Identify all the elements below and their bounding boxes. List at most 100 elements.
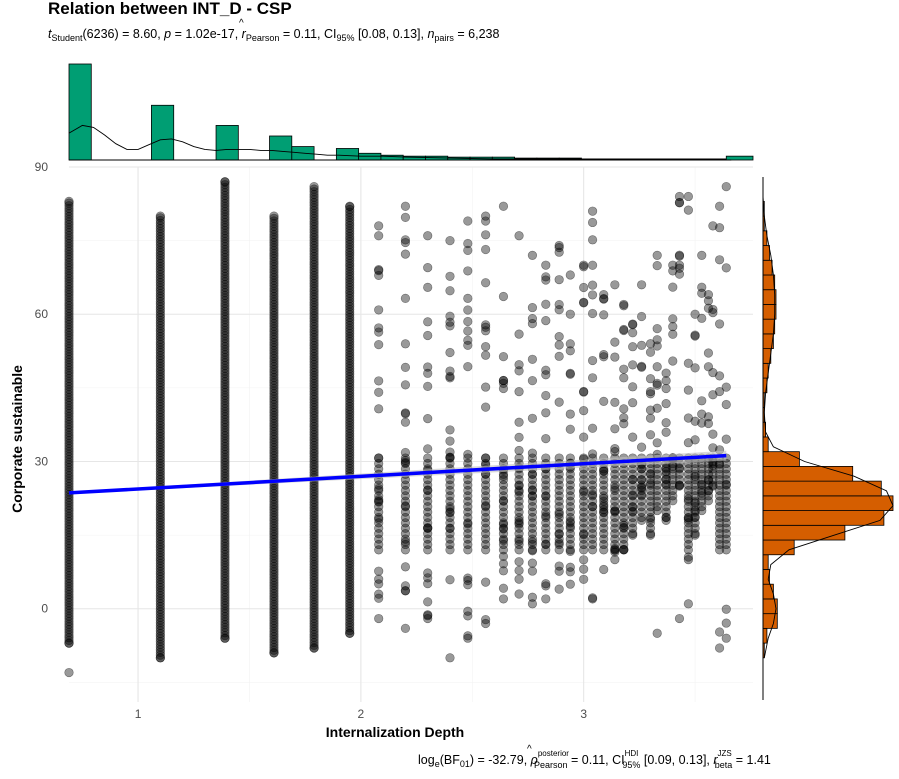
- data-point: [541, 512, 551, 523]
- data-point: [345, 526, 355, 536]
- data-point: [565, 346, 575, 356]
- data-point: [721, 604, 731, 614]
- data-point: [587, 469, 598, 479]
- data-point: [269, 356, 279, 366]
- data-point: [400, 480, 411, 490]
- data-point: [374, 613, 384, 624]
- data-point: [269, 448, 279, 458]
- chart-caption: loge(BF01) = -32.79, ρposterior Pearson =…: [418, 749, 771, 770]
- data-point: [309, 246, 319, 256]
- data-point: [64, 538, 74, 548]
- data-point: [220, 528, 230, 538]
- data-point: [345, 215, 355, 225]
- data-point: [64, 638, 74, 648]
- data-point: [309, 268, 319, 278]
- data-point: [155, 269, 165, 280]
- data-point: [64, 260, 74, 270]
- data-point: [579, 507, 589, 517]
- data-point: [374, 453, 384, 463]
- data-point: [64, 584, 74, 594]
- data-point: [64, 606, 74, 616]
- data-point: [683, 205, 693, 215]
- data-point: [220, 606, 230, 616]
- data-point: [345, 547, 355, 557]
- data-point: [374, 534, 384, 544]
- data-point: [155, 211, 165, 221]
- data-point: [445, 480, 455, 490]
- data-point: [554, 561, 564, 571]
- data-point: [628, 342, 638, 352]
- data-point: [309, 300, 319, 310]
- data-point: [309, 305, 319, 316]
- data-point: [423, 381, 433, 391]
- data-point: [269, 410, 279, 420]
- data-point: [309, 249, 319, 259]
- data-point: [481, 382, 491, 392]
- data-point: [541, 529, 551, 539]
- data-point: [498, 352, 509, 362]
- data-point: [309, 594, 319, 605]
- y-tick-label: 30: [35, 454, 49, 468]
- data-point: [155, 302, 165, 312]
- data-point: [155, 601, 165, 612]
- data-point: [619, 325, 629, 336]
- data-point: [155, 391, 165, 401]
- data-point: [661, 475, 671, 485]
- data-point: [708, 307, 718, 318]
- data-point: [345, 496, 355, 506]
- data-point: [668, 260, 678, 270]
- data-point: [309, 343, 319, 353]
- data-point: [345, 485, 355, 495]
- y-histogram-bar: [762, 466, 854, 482]
- data-point: [64, 392, 74, 403]
- data-point: [269, 278, 279, 288]
- data-point: [155, 623, 165, 633]
- data-point: [309, 233, 319, 243]
- data-point: [721, 491, 731, 501]
- data-point: [721, 545, 731, 555]
- data-point: [463, 449, 473, 459]
- data-point: [345, 212, 355, 223]
- data-point: [220, 444, 230, 454]
- data-point: [565, 485, 575, 496]
- data-point: [481, 485, 491, 496]
- data-point: [599, 396, 609, 406]
- data-point: [269, 494, 279, 504]
- data-point: [220, 579, 230, 589]
- data-point: [220, 460, 230, 471]
- data-point: [721, 469, 731, 479]
- data-point: [220, 379, 230, 390]
- data-point: [309, 384, 319, 394]
- data-point: [445, 653, 455, 663]
- data-point: [610, 483, 620, 493]
- data-point: [463, 453, 473, 463]
- data-point: [400, 537, 411, 547]
- data-point: [445, 236, 455, 246]
- data-point: [587, 518, 598, 528]
- data-point: [155, 261, 165, 271]
- data-point: [423, 573, 433, 583]
- data-point: [708, 469, 718, 479]
- data-point: [423, 518, 433, 528]
- data-point: [64, 247, 74, 257]
- data-point: [269, 375, 279, 385]
- data-point: [345, 612, 355, 622]
- data-point: [220, 617, 230, 627]
- data-point: [423, 485, 433, 496]
- data-point: [64, 554, 74, 565]
- data-point: [269, 421, 279, 431]
- data-point: [579, 555, 589, 565]
- data-point: [155, 264, 165, 274]
- data-point: [554, 305, 564, 315]
- data-point: [309, 535, 319, 545]
- data-point: [423, 502, 433, 512]
- data-point: [652, 378, 662, 388]
- data-point: [220, 231, 230, 241]
- data-point: [374, 539, 384, 550]
- data-point: [269, 294, 279, 304]
- data-point: [579, 534, 589, 544]
- data-point: [155, 385, 165, 396]
- data-point: [269, 221, 279, 231]
- data-point: [374, 507, 384, 517]
- data-point: [565, 546, 575, 556]
